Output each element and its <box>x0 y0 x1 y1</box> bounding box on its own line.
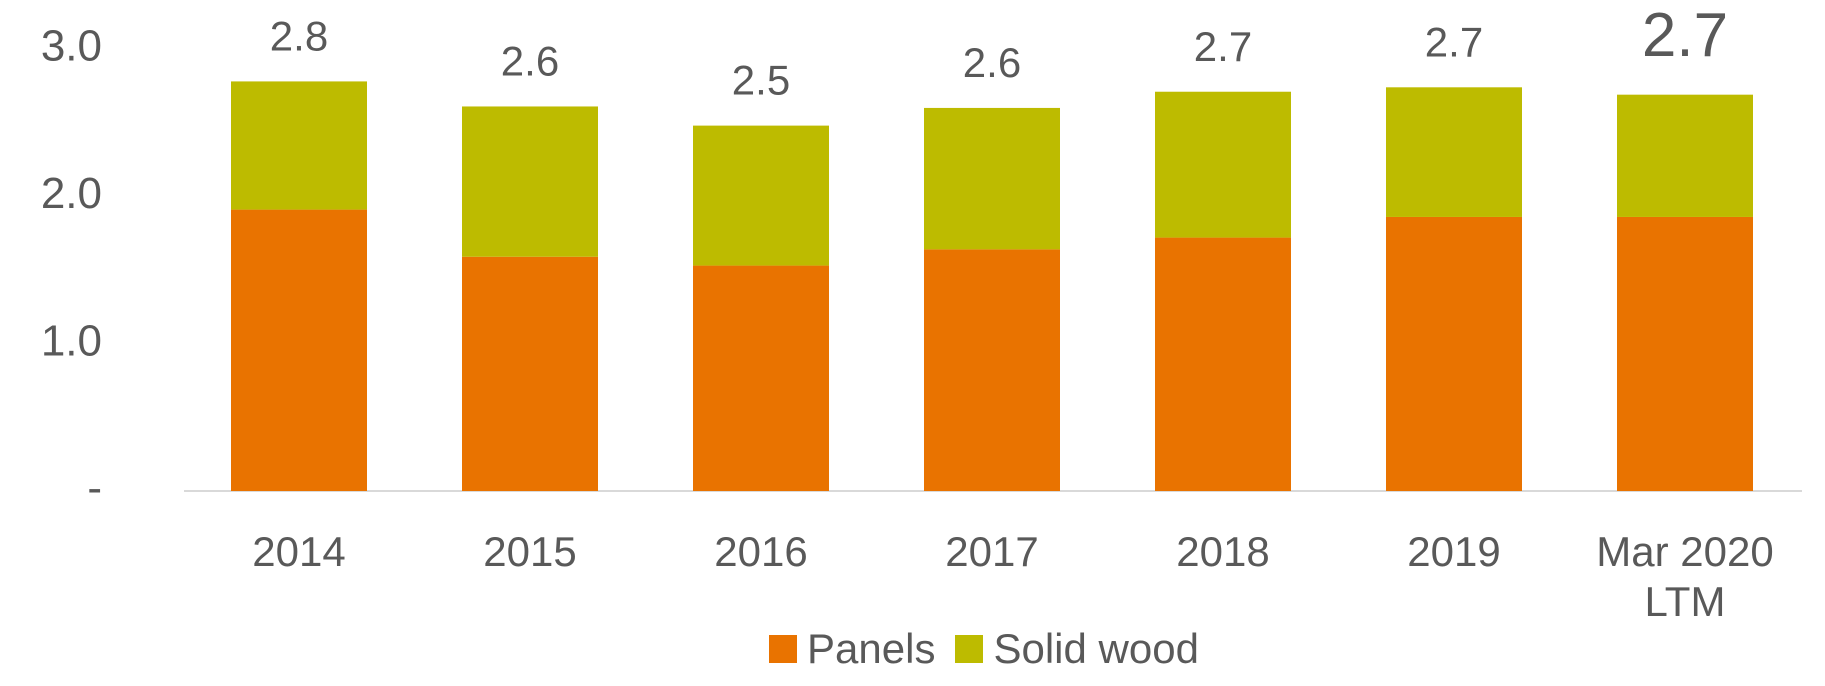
bar-segment <box>1617 94 1753 217</box>
total-label: 2.5 <box>732 57 790 104</box>
bar-segment <box>1617 216 1753 491</box>
total-label: 2.8 <box>270 13 328 60</box>
legend-item: Panels <box>769 625 935 673</box>
bar-segment <box>693 125 829 266</box>
legend-label: Solid wood <box>993 625 1199 672</box>
legend-item: Solid wood <box>955 625 1199 673</box>
x-tick-label: 2019 <box>1407 528 1501 575</box>
total-label: 2.7 <box>1425 18 1483 65</box>
x-tick-label: 2017 <box>945 528 1039 575</box>
legend-swatch <box>955 635 984 663</box>
bar-segment <box>1155 237 1291 491</box>
bar-segment <box>924 107 1060 250</box>
legend-label: Panels <box>807 625 936 672</box>
bar-segment <box>1386 216 1522 491</box>
x-tick-label: 2018 <box>1176 528 1270 575</box>
legend: Panels Solid wood <box>684 625 1284 673</box>
bar-segment <box>462 256 598 491</box>
total-label: 2.7 <box>1642 1 1728 70</box>
y-tick-label: 3.0 <box>41 22 102 71</box>
y-tick-label: - <box>87 464 102 513</box>
x-tick-label: 2014 <box>252 528 346 575</box>
y-tick-label: 2.0 <box>41 169 102 218</box>
legend-swatch <box>769 635 798 663</box>
x-tick-label: 2015 <box>483 528 577 575</box>
bar-segment <box>1155 91 1291 238</box>
total-label: 2.6 <box>963 39 1021 86</box>
total-label: 2.6 <box>501 38 559 85</box>
x-tick-label: Mar 2020 LTM <box>1596 528 1774 625</box>
bar-segment <box>924 249 1060 491</box>
bar-segment <box>231 209 367 492</box>
bar-segment <box>693 265 829 491</box>
bar-segment <box>231 81 367 210</box>
total-label: 2.7 <box>1194 23 1252 70</box>
bar-segment <box>1386 87 1522 217</box>
bar-segment <box>462 106 598 257</box>
x-tick-label: 2016 <box>714 528 808 575</box>
y-tick-label: 1.0 <box>41 316 102 365</box>
